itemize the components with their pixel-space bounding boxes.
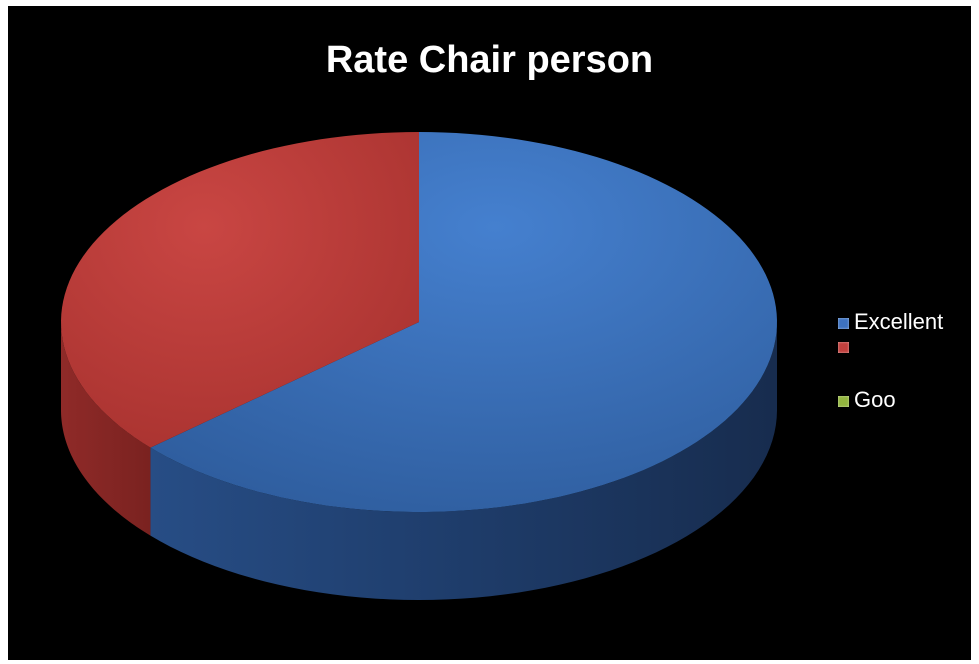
legend-swatch-0 [838, 318, 849, 329]
chart-legend: Excellent Goo [838, 310, 968, 412]
legend-swatch-2 [838, 396, 849, 407]
pie-slices [61, 132, 777, 600]
pie-slice-1 [61, 132, 419, 448]
pie-side-1 [61, 322, 151, 536]
legend-label-1 [854, 334, 954, 358]
legend-label-2: Goo [854, 387, 896, 412]
legend-item-goo: Goo [838, 388, 968, 412]
legend-item-excellent: Excellent [838, 310, 968, 334]
pie-chart [61, 132, 777, 600]
chart-title: Rate Chair person [325, 39, 654, 81]
legend-swatch-1 [838, 342, 849, 353]
legend-label-0: Excellent [854, 309, 944, 334]
pie-side-0 [150, 322, 777, 600]
pie-slice-0 [150, 132, 777, 512]
chart-area: Rate Chair person Excellent Goo [8, 6, 971, 660]
legend-item-unlabeled [838, 334, 968, 358]
